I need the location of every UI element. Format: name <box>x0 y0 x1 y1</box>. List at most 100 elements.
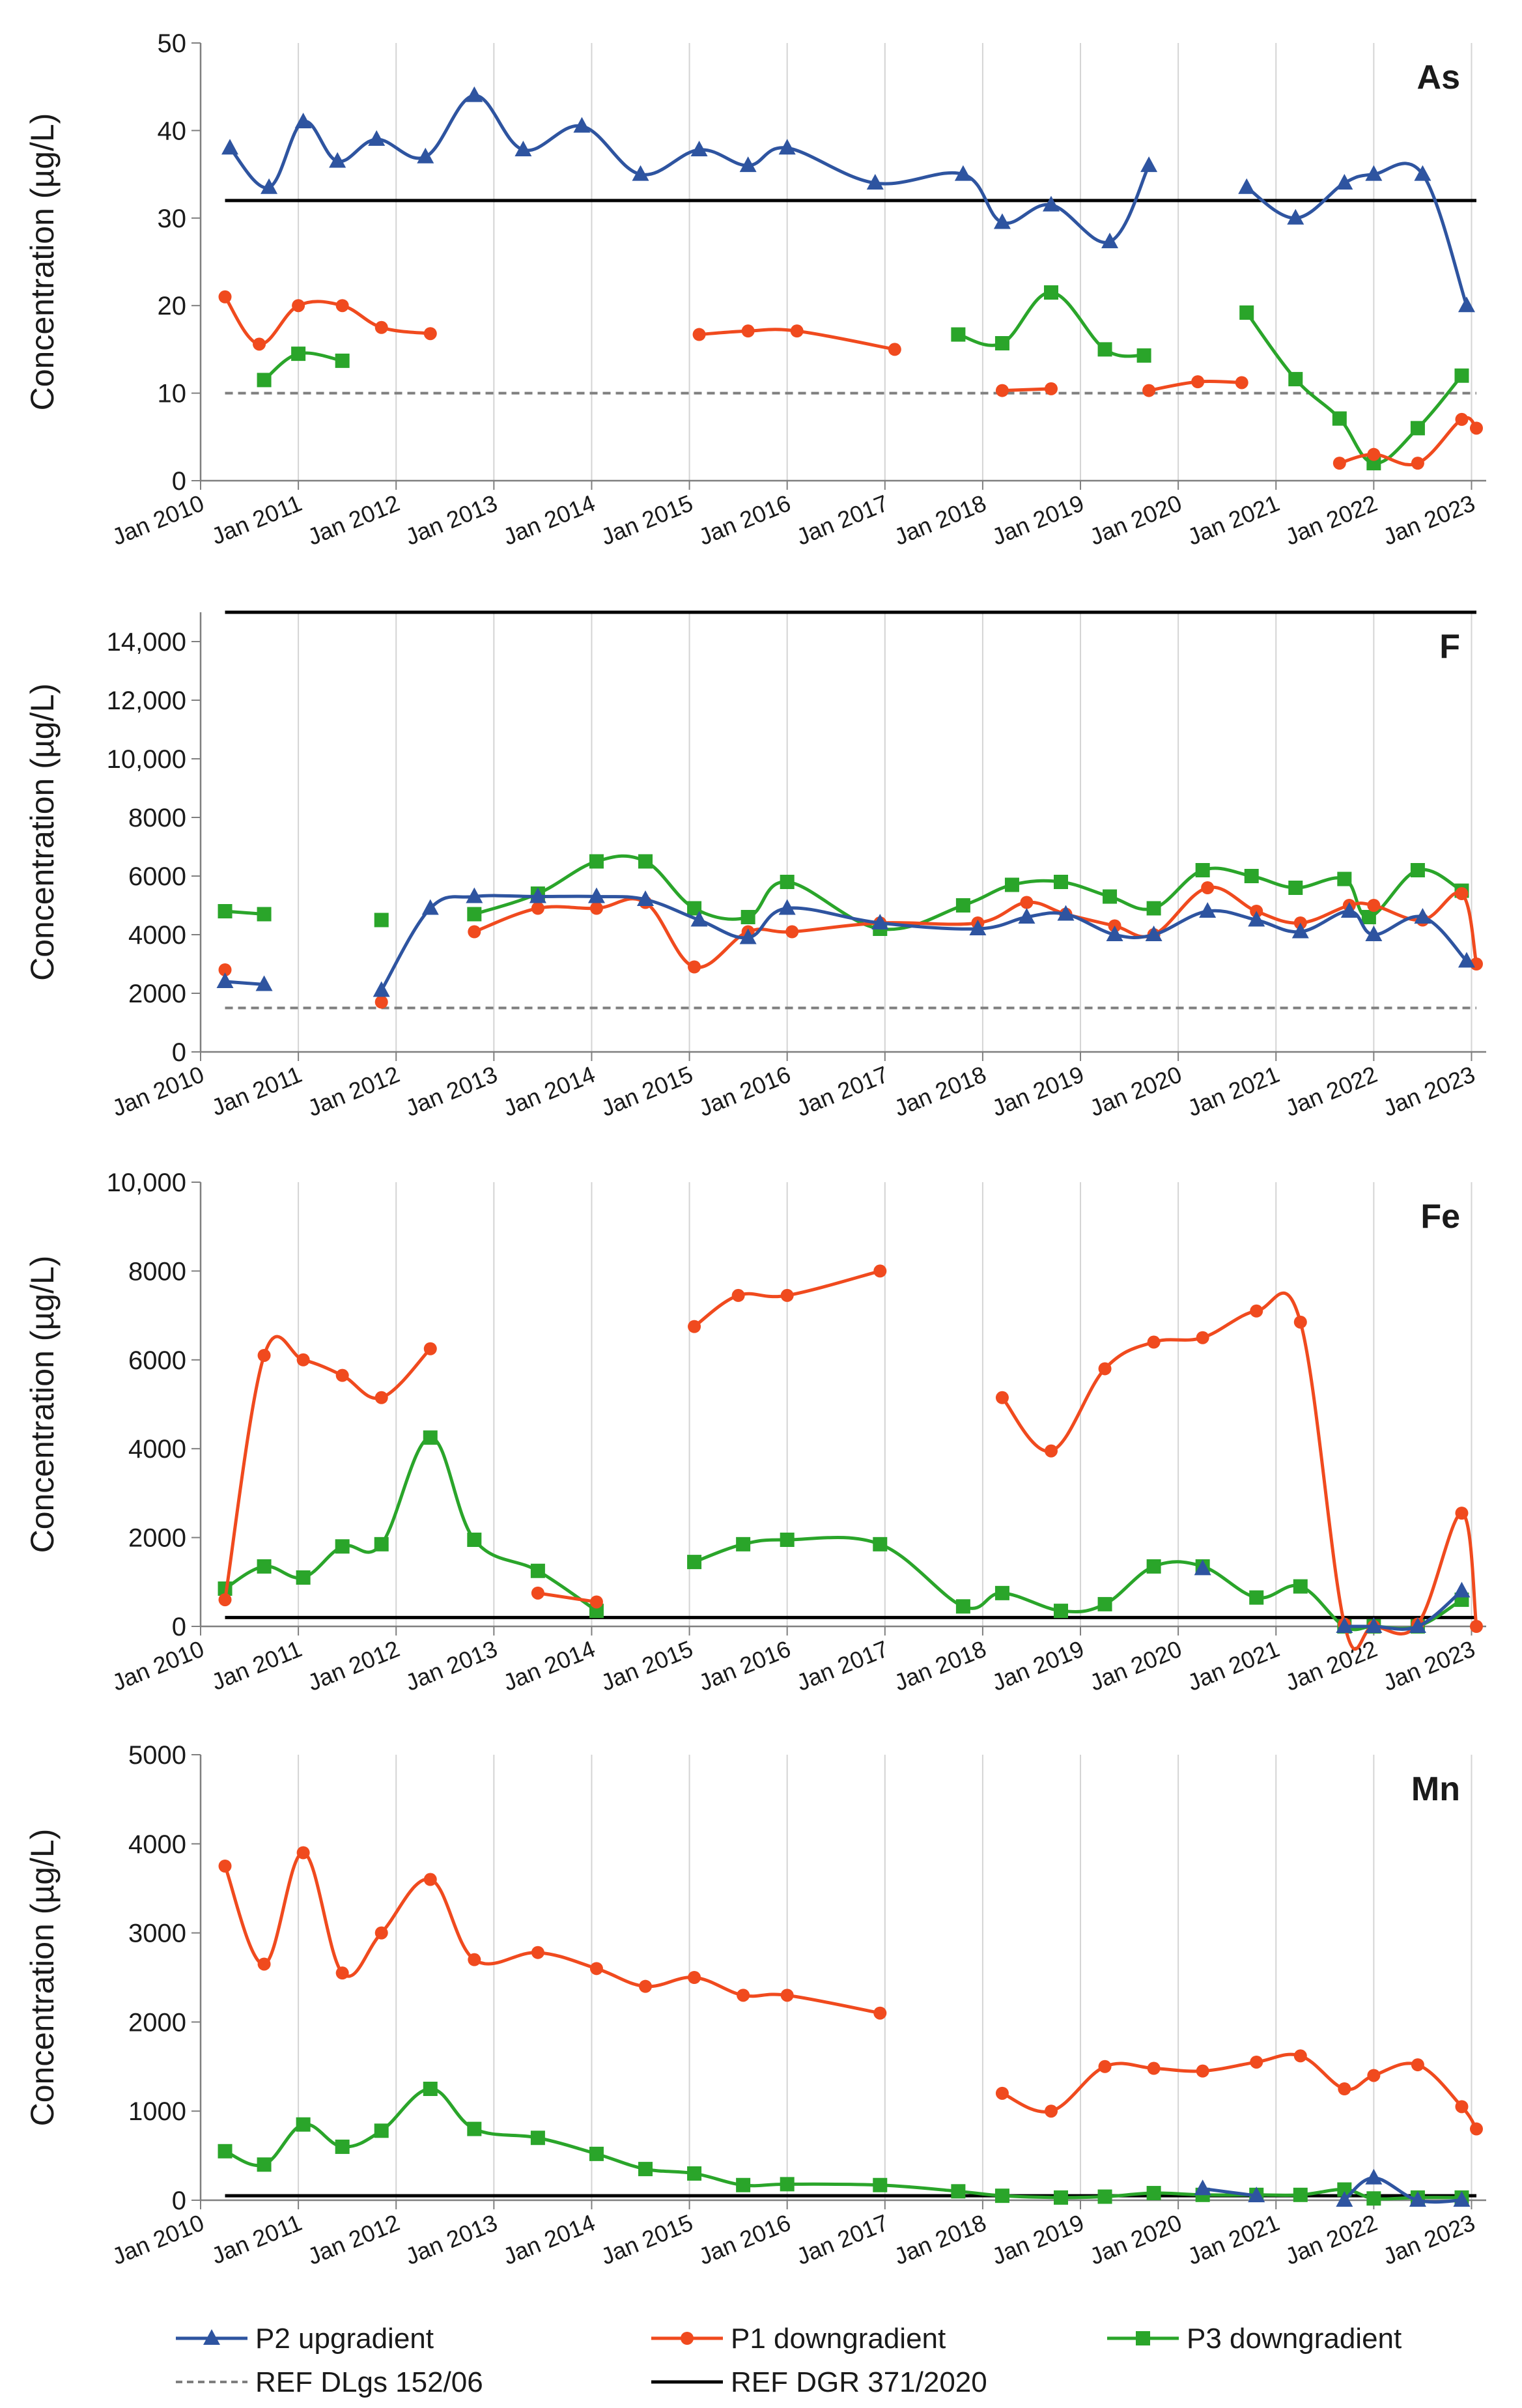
data-point-p1 <box>688 1320 701 1333</box>
data-point-p1 <box>1455 412 1469 426</box>
x-tick-label: Jan 2014 <box>500 2209 599 2270</box>
data-point-p3 <box>374 1537 389 1551</box>
data-point-p1 <box>873 2006 887 2020</box>
data-point-p2 <box>421 899 439 915</box>
data-point-p3 <box>1249 1590 1264 1605</box>
data-point-p2 <box>1194 2179 1211 2196</box>
data-point-p3 <box>780 2177 795 2192</box>
data-point-p1 <box>335 1966 349 1980</box>
data-point-p3 <box>1054 2190 1069 2205</box>
x-tick-label: Jan 2017 <box>793 489 892 550</box>
data-point-p1 <box>1098 1362 1112 1376</box>
x-tick-label: Jan 2014 <box>500 489 599 550</box>
data-point-p3 <box>1410 421 1425 436</box>
y-axis-label: Concentration (µg/L) <box>24 1829 61 2127</box>
data-point-p3 <box>1097 2189 1112 2204</box>
data-point-p3 <box>736 2177 751 2192</box>
x-tick-label: Jan 2021 <box>1184 1060 1284 1122</box>
y-tick-label: 0 <box>172 467 186 496</box>
data-point-p2 <box>1018 908 1036 924</box>
x-tick-label: Jan 2020 <box>1086 489 1185 550</box>
x-tick-label: Jan 2019 <box>988 2209 1088 2270</box>
x-tick-label: Jan 2014 <box>500 1635 599 1696</box>
x-tick-label: Jan 2013 <box>402 2209 501 2270</box>
legend-item-ref1: REF DLgs 152/06 <box>176 2366 483 2398</box>
data-point-p2 <box>866 174 884 190</box>
legend-label: P1 downgradient <box>731 2323 946 2355</box>
data-point-p1 <box>737 1989 750 2002</box>
data-point-p1 <box>1196 1331 1209 1344</box>
y-tick-label: 3000 <box>128 1919 186 1948</box>
y-axis-label: Concentration (µg/L) <box>24 113 61 411</box>
data-point-p1 <box>1455 887 1469 900</box>
series-line-p1 <box>699 328 895 351</box>
data-point-p3 <box>1195 863 1210 877</box>
legend-label: REF DGR 371/2020 <box>731 2366 987 2398</box>
data-point-p1 <box>1235 376 1248 390</box>
data-point-p3 <box>994 2188 1009 2203</box>
data-point-p1 <box>218 290 232 304</box>
data-point-p2 <box>739 156 757 173</box>
data-point-p3 <box>687 901 702 916</box>
x-tick-label: Jan 2022 <box>1282 2209 1381 2270</box>
data-point-p1 <box>218 963 232 976</box>
x-tick-label: Jan 2010 <box>108 1635 208 1696</box>
y-tick-label: 30 <box>158 205 187 233</box>
x-tick-label: Jan 2019 <box>988 1060 1088 1122</box>
data-point-p2 <box>1340 902 1358 918</box>
data-point-p1 <box>1455 1507 1469 1520</box>
legend-marker <box>681 2332 694 2345</box>
data-point-p1 <box>639 1979 653 1993</box>
legend-label: P2 upgradient <box>255 2323 434 2355</box>
data-point-p1 <box>1367 2069 1381 2082</box>
y-tick-label: 10 <box>158 380 187 408</box>
x-tick-label: Jan 2016 <box>695 1635 795 1696</box>
data-point-p3 <box>218 904 233 918</box>
data-point-p3 <box>955 898 970 913</box>
y-tick-label: 20 <box>158 292 187 320</box>
x-tick-label: Jan 2016 <box>695 1060 795 1122</box>
x-tick-label: Jan 2010 <box>108 2209 208 2270</box>
data-point-p3 <box>873 1537 888 1551</box>
data-point-p3 <box>257 373 272 388</box>
data-point-p1 <box>780 1989 794 2002</box>
y-tick-label: 0 <box>172 1613 186 1641</box>
data-point-p2 <box>969 920 987 935</box>
data-point-p2 <box>466 86 483 102</box>
x-tick-label: Jan 2022 <box>1282 489 1381 550</box>
x-tick-label: Jan 2020 <box>1086 1060 1185 1122</box>
data-point-p3 <box>736 1537 751 1551</box>
data-point-p2 <box>529 887 546 903</box>
data-point-p2 <box>1336 174 1353 190</box>
series-line-p3 <box>957 290 1144 358</box>
data-point-p3 <box>335 353 350 368</box>
data-point-p3 <box>1054 1604 1069 1619</box>
data-point-p1 <box>995 2086 1009 2100</box>
data-point-p3 <box>1097 1596 1112 1611</box>
data-point-p2 <box>1453 1581 1471 1598</box>
x-tick-label: Jan 2017 <box>793 2209 892 2270</box>
data-point-p1 <box>688 1971 701 1984</box>
x-tick-label: Jan 2019 <box>988 1635 1088 1696</box>
data-point-p3 <box>951 2184 966 2199</box>
data-point-p1 <box>468 925 481 939</box>
data-point-p1 <box>995 1391 1009 1404</box>
data-point-p2 <box>255 975 273 991</box>
x-tick-label: Jan 2010 <box>108 489 208 550</box>
data-point-p2 <box>1414 908 1431 924</box>
series-line-p1 <box>1001 1291 1478 1651</box>
data-point-p3 <box>257 1559 272 1574</box>
data-point-p3 <box>374 2123 389 2138</box>
x-tick-label: Jan 2015 <box>597 1060 697 1122</box>
data-point-p3 <box>994 1585 1009 1600</box>
data-point-p2 <box>373 981 390 997</box>
data-point-p1 <box>1147 2061 1161 2075</box>
x-tick-label: Jan 2021 <box>1184 1635 1284 1696</box>
data-point-p3 <box>951 327 966 342</box>
data-point-p1 <box>1469 1620 1483 1633</box>
data-point-p3 <box>1410 863 1425 877</box>
data-point-p1 <box>1338 2082 1351 2095</box>
x-tick-label: Jan 2016 <box>695 2209 795 2270</box>
